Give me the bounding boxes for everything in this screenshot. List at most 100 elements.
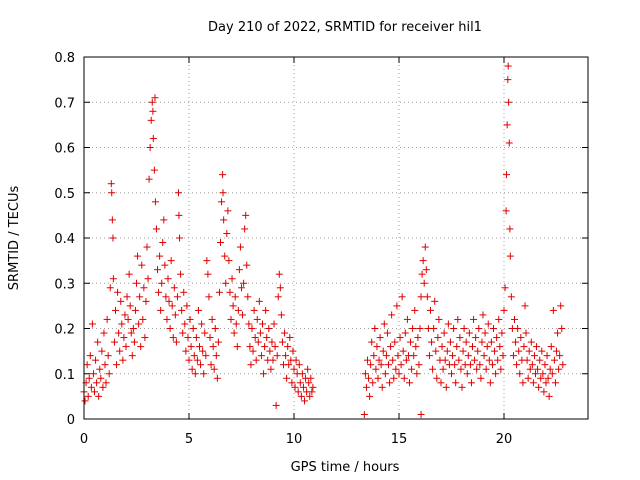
data-point [251, 334, 259, 342]
x-axis-label: GPS time / hours [291, 460, 400, 475]
data-point [519, 379, 527, 387]
data-point [559, 361, 567, 369]
data-point [193, 356, 201, 364]
data-point [292, 356, 300, 364]
data-point [97, 374, 105, 382]
data-point [394, 352, 402, 360]
data-point [413, 370, 421, 378]
data-point [282, 352, 290, 360]
data-point [464, 352, 472, 360]
data-point [109, 275, 117, 283]
data-point [260, 370, 268, 378]
data-point [131, 306, 139, 314]
data-point [408, 365, 416, 373]
data-point [393, 302, 401, 310]
data-point [540, 388, 548, 396]
axis-ticks: 0 0.1 0.2 0.3 0.4 0.5 0.6 0.7 0.8 0 5 10 15 20 [54, 51, 588, 447]
data-point [166, 325, 174, 332]
data-point [390, 374, 398, 382]
data-point [234, 306, 242, 314]
grid [84, 57, 588, 419]
data-point [178, 306, 186, 314]
x-tick-label: 0 [80, 432, 88, 447]
data-point [477, 374, 485, 382]
data-point [211, 325, 219, 332]
data-point [382, 352, 390, 360]
y-tick-label: 0.6 [54, 142, 75, 157]
data-point [506, 252, 514, 260]
data-point [278, 338, 286, 346]
data-point [201, 329, 209, 337]
data-point [553, 347, 560, 355]
data-point [209, 343, 217, 351]
data-point [273, 352, 281, 360]
data-point [286, 334, 294, 342]
data-point [138, 261, 146, 269]
data-point [481, 329, 489, 337]
x-tick-label: 20 [496, 432, 513, 447]
data-point [127, 329, 135, 337]
data-point [503, 121, 511, 129]
data-point [134, 252, 142, 260]
data-point [503, 171, 511, 179]
data-point [187, 343, 195, 351]
data-point [557, 302, 565, 310]
data-point [238, 284, 245, 292]
data-point [406, 379, 413, 387]
data-point [467, 379, 475, 387]
data-point [175, 189, 182, 197]
data-point [478, 338, 486, 346]
data-point [118, 320, 126, 328]
x-tick-label: 15 [391, 432, 408, 447]
data-point [530, 352, 538, 360]
data-point [192, 334, 200, 342]
data-point [276, 284, 284, 292]
data-point [492, 370, 500, 378]
data-point [526, 365, 534, 373]
data-point [456, 334, 464, 342]
data-point [215, 288, 223, 296]
data-point [551, 379, 559, 387]
data-point [177, 270, 185, 278]
data-point [252, 356, 260, 364]
data-point [284, 343, 292, 351]
data-point [542, 379, 550, 387]
data-point [437, 379, 445, 387]
data-point [434, 334, 442, 342]
data-point [104, 352, 112, 360]
data-point [397, 361, 405, 369]
data-point [227, 315, 235, 323]
data-point [479, 311, 487, 319]
data-point [548, 370, 556, 378]
data-point [248, 325, 256, 332]
data-point [140, 284, 148, 292]
data-point [249, 347, 257, 355]
data-point [271, 343, 279, 351]
data-point [92, 356, 100, 364]
data-point [224, 207, 232, 215]
data-point [490, 325, 497, 332]
data-point [431, 297, 439, 305]
data-point [420, 279, 428, 287]
data-point [480, 352, 488, 360]
data-point [212, 352, 220, 360]
data-point [484, 320, 492, 328]
data-point [185, 356, 193, 364]
data-point [396, 334, 404, 342]
data-point [432, 347, 440, 355]
data-point [229, 302, 237, 310]
data-point [240, 279, 248, 287]
data-point [98, 347, 106, 355]
data-point [516, 370, 524, 378]
data-point [305, 379, 313, 387]
data-point [297, 392, 305, 400]
data-point [148, 98, 156, 106]
y-tick-label: 0.8 [54, 51, 75, 66]
data-point [181, 320, 189, 328]
data-point [81, 397, 89, 405]
data-point [398, 293, 406, 301]
data-point [93, 379, 101, 387]
data-point [203, 257, 211, 265]
data-point [189, 325, 197, 332]
data-point [497, 365, 505, 373]
